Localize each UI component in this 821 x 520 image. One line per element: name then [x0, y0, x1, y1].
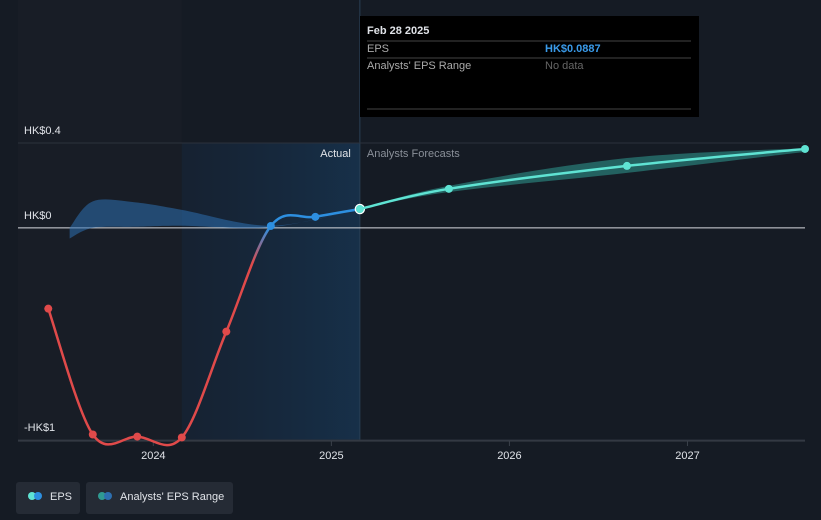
y-tick-label: HK$0: [24, 210, 52, 222]
legend-label: EPS: [50, 491, 72, 503]
point: [133, 432, 142, 441]
tooltip-label: Analysts' EPS Range: [367, 60, 471, 72]
tooltip-box: [360, 16, 699, 117]
point: [88, 430, 97, 439]
x-tick-label: 2024: [141, 450, 165, 462]
tooltip-value: HK$0.0887: [545, 43, 601, 55]
point: [44, 304, 53, 313]
point: [266, 221, 275, 230]
point: [801, 144, 809, 153]
point: [222, 327, 231, 336]
legend-dot: [104, 492, 112, 500]
y-tick-label: HK$0.4: [24, 125, 61, 137]
x-tick-label: 2026: [497, 450, 521, 462]
point: [622, 161, 631, 170]
range-band: [359, 148, 805, 210]
forecast-label: Analysts Forecasts: [367, 148, 460, 160]
y-tick-label: -HK$1: [24, 422, 55, 434]
tooltip-value: No data: [545, 60, 584, 72]
x-tick-label: 2025: [319, 450, 343, 462]
legend-button[interactable]: [86, 482, 233, 514]
point: [177, 433, 186, 442]
x-tick-label: 2027: [675, 450, 699, 462]
tooltip-label: EPS: [367, 43, 389, 55]
legend-dot: [98, 492, 106, 500]
point: [355, 205, 364, 214]
tooltip-date: Feb 28 2025: [367, 25, 429, 37]
tooltip: Feb 28 2025 EPS HK$0.0887 Analysts' EPS …: [360, 16, 699, 117]
point: [311, 212, 320, 221]
legend-label: Analysts' EPS Range: [120, 491, 224, 503]
legend-button[interactable]: [16, 482, 80, 514]
actual-label: Actual: [320, 148, 351, 160]
point: [444, 184, 453, 193]
highlight-area: [181, 143, 360, 441]
legend-dot: [28, 492, 36, 500]
legend: EPS Analysts' EPS Range: [16, 482, 233, 514]
line: [359, 147, 806, 211]
legend-dot: [34, 492, 42, 500]
range-band: [69, 199, 360, 239]
